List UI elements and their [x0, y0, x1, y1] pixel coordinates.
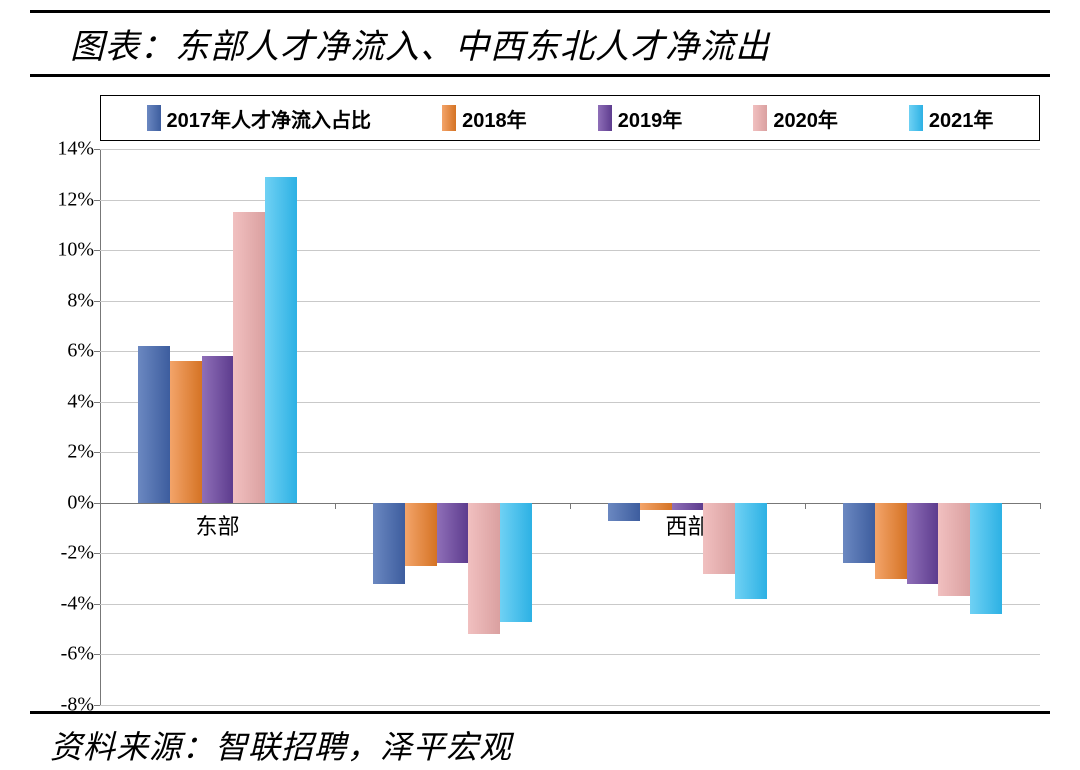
legend-label: 2020年 — [773, 104, 838, 133]
y-tick-mark — [94, 149, 100, 150]
y-axis — [100, 149, 101, 705]
y-tick-label: 12% — [38, 188, 94, 211]
bar — [907, 503, 939, 584]
y-tick-label: -4% — [38, 592, 94, 615]
y-tick-mark — [94, 200, 100, 201]
y-tick-mark — [94, 604, 100, 605]
bar — [703, 503, 735, 574]
y-tick-mark — [94, 452, 100, 453]
chart-area: 2017年人才净流入占比 2018年 2019年 2020年 2021年 -8%-6%-… — [30, 85, 1050, 705]
bar — [500, 503, 532, 622]
bar — [373, 503, 405, 584]
gridline — [100, 654, 1040, 655]
gridline — [100, 200, 1040, 201]
chart-container: 图表：东部人才净流入、中西东北人才净流出 2017年人才净流入占比2018年20… — [0, 0, 1080, 770]
y-tick-label: 8% — [38, 289, 94, 312]
title-rule — [30, 74, 1050, 77]
bar — [672, 503, 704, 511]
bar — [468, 503, 500, 634]
bar — [202, 356, 234, 503]
y-tick-mark — [94, 301, 100, 302]
x-tick-mark — [1040, 503, 1041, 509]
y-tick-label: -6% — [38, 643, 94, 666]
gridline — [100, 149, 1040, 150]
legend-label: 2017年人才净流入占比 — [167, 104, 372, 133]
legend-item: 2018年 — [442, 104, 527, 133]
y-tick-label: -8% — [38, 694, 94, 717]
legend: 2017年人才净流入占比 2018年 2019年 2020年 2021年 — [100, 95, 1040, 141]
bar — [640, 503, 672, 511]
bar — [170, 361, 202, 503]
chart-title: 图表：东部人才净流入、中西东北人才净流出 — [30, 13, 1050, 74]
bar — [437, 503, 469, 564]
bar — [233, 212, 265, 503]
bar — [843, 503, 875, 564]
bar — [608, 503, 640, 521]
legend-label: 2021年 — [929, 104, 994, 133]
x-tick-mark — [570, 503, 571, 509]
bar — [405, 503, 437, 566]
y-tick-mark — [94, 250, 100, 251]
y-tick-label: 14% — [38, 138, 94, 161]
y-tick-mark — [94, 553, 100, 554]
legend-swatch — [909, 105, 923, 131]
gridline — [100, 604, 1040, 605]
x-tick-mark — [335, 503, 336, 509]
y-tick-label: -2% — [38, 542, 94, 565]
y-tick-label: 10% — [38, 239, 94, 262]
y-tick-label: 4% — [38, 390, 94, 413]
legend-item: 2017年人才净流入占比 — [147, 104, 372, 133]
gridline — [100, 705, 1040, 706]
legend-label: 2019年 — [618, 104, 683, 133]
plot-area: -8%-6%-4%-2%0%2%4%6%8%10%12%14%东部中部西部东北 — [100, 149, 1040, 705]
category-label: 东部 — [195, 509, 239, 541]
legend-label: 2018年 — [462, 104, 527, 133]
bar — [735, 503, 767, 599]
legend-swatch — [598, 105, 612, 131]
legend-item: 2020年 — [753, 104, 838, 133]
legend-swatch — [147, 105, 161, 131]
y-tick-mark — [94, 402, 100, 403]
y-tick-mark — [94, 654, 100, 655]
legend-swatch — [442, 105, 456, 131]
legend-item: 2021年 — [909, 104, 994, 133]
bar — [138, 346, 170, 503]
source-label: 资料来源：智联招聘，泽平宏观 — [30, 714, 1050, 768]
y-tick-mark — [94, 351, 100, 352]
y-tick-label: 0% — [38, 491, 94, 514]
bar — [938, 503, 970, 597]
y-tick-label: 6% — [38, 340, 94, 363]
y-tick-mark — [94, 705, 100, 706]
legend-swatch — [753, 105, 767, 131]
bar — [970, 503, 1002, 614]
bar — [265, 177, 297, 503]
x-tick-mark — [805, 503, 806, 509]
legend-item: 2019年 — [598, 104, 683, 133]
bar — [875, 503, 907, 579]
y-tick-label: 2% — [38, 441, 94, 464]
x-tick-mark — [100, 503, 101, 509]
